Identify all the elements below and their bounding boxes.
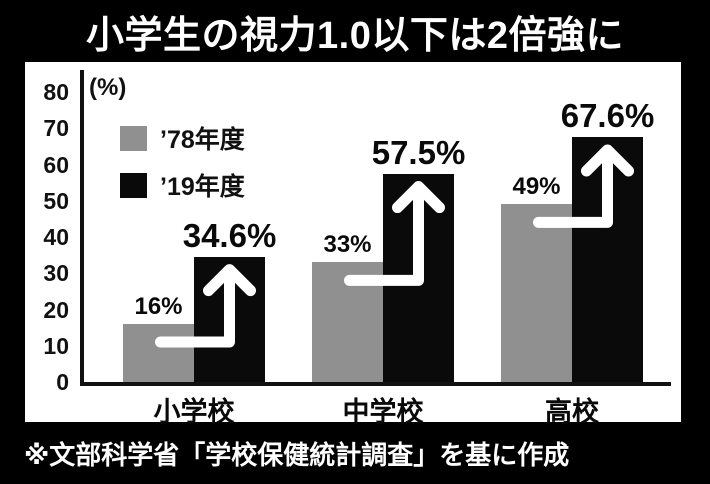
y-axis-tick-70: 70 [43,115,69,142]
x-axis-label-cat1: 中学校 [342,397,424,427]
chart-title: 小学生の視力1.0以下は2倍強に [86,14,624,57]
value-label-1978-cat0: 16% [134,293,183,320]
bar-1978-cat1 [312,262,383,382]
y-axis-tick-10: 10 [43,332,69,359]
title-bar: 小学生の視力1.0以下は2倍強に [0,0,710,62]
legend-swatch-1978 [120,125,147,151]
x-axis-label-cat0: 小学校 [153,397,235,427]
bar-2019-cat1 [383,173,454,382]
x-axis-label-cat2: 高校 [545,397,599,427]
y-axis-tick-50: 50 [43,187,69,214]
y-axis-tick-40: 40 [43,224,69,250]
x-axis [80,382,671,386]
legend-item-2019: ’19年度 [120,167,245,203]
legend-item-1978: ’78年度 [120,120,245,156]
legend-label-1978: ’78年度 [160,126,245,154]
bar-2019-cat0 [194,256,265,382]
legend: ’78年度 ’19年度 [120,120,245,214]
y-axis-tick-30: 30 [43,260,69,287]
bar-1978-cat2 [501,204,572,382]
value-label-1978-cat1: 33% [323,231,372,259]
plot-area: 80 70 60 50 40 30 20 10 0 16% 34.6% 小学校 33% 57.5% 中学校 4… [25,62,681,427]
legend-label-2019: ’19年度 [160,173,245,201]
value-label-2019-cat1: 57.5% [371,133,466,171]
bar-2019-cat2 [572,136,643,382]
value-label-2019-cat0: 34.6% [182,216,277,254]
y-axis-unit-label: (%) [89,74,127,101]
value-label-2019-cat2: 67.6% [560,96,655,134]
legend-swatch-2019 [120,172,147,198]
y-axis [80,70,84,386]
y-axis-tick-60: 60 [43,151,69,178]
bar-1978-cat0 [123,324,194,382]
chart-panel: 80 70 60 50 40 30 20 10 0 16% 34.6% 小学校 33% 57.5% 中学校 4… [25,62,681,427]
footer-bar: ※文部科学省「学校保健統計調査」を基に作成 [0,422,710,484]
y-axis-tick-0: 0 [56,369,69,395]
y-axis-tick-80: 80 [43,79,69,105]
value-label-1978-cat2: 49% [512,173,561,201]
y-axis-tick-20: 20 [43,296,69,323]
source-note: ※文部科学省「学校保健統計調査」を基に作成 [24,439,570,470]
